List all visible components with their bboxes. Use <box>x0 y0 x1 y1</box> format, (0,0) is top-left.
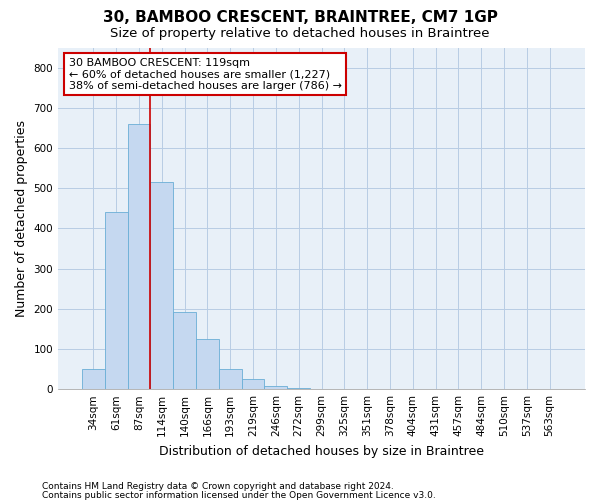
Bar <box>265 386 287 389</box>
Bar <box>151 182 173 389</box>
Text: 30 BAMBOO CRESCENT: 119sqm
← 60% of detached houses are smaller (1,227)
38% of s: 30 BAMBOO CRESCENT: 119sqm ← 60% of deta… <box>68 58 341 91</box>
Bar <box>105 212 128 389</box>
Text: Contains public sector information licensed under the Open Government Licence v3: Contains public sector information licen… <box>42 490 436 500</box>
X-axis label: Distribution of detached houses by size in Braintree: Distribution of detached houses by size … <box>159 444 484 458</box>
Text: Contains HM Land Registry data © Crown copyright and database right 2024.: Contains HM Land Registry data © Crown c… <box>42 482 394 491</box>
Y-axis label: Number of detached properties: Number of detached properties <box>15 120 28 317</box>
Bar <box>242 379 265 389</box>
Bar <box>196 339 219 389</box>
Bar <box>287 388 310 389</box>
Bar <box>219 369 242 389</box>
Bar <box>82 369 105 389</box>
Bar <box>173 312 196 389</box>
Text: Size of property relative to detached houses in Braintree: Size of property relative to detached ho… <box>110 28 490 40</box>
Text: 30, BAMBOO CRESCENT, BRAINTREE, CM7 1GP: 30, BAMBOO CRESCENT, BRAINTREE, CM7 1GP <box>103 10 497 25</box>
Bar <box>128 124 151 389</box>
